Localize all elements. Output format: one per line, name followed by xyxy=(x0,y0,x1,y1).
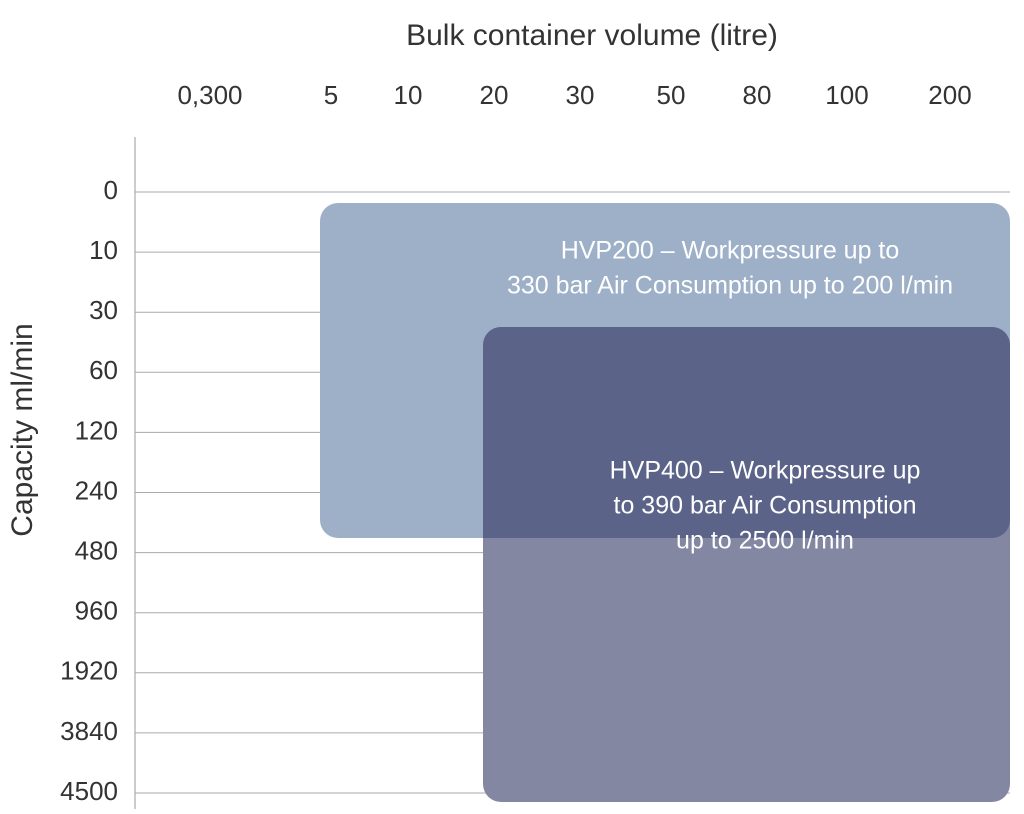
box-text: HVP400 – Workpressure up xyxy=(610,457,921,485)
x-tick-label: 80 xyxy=(743,80,772,110)
y-tick-label: 240 xyxy=(75,475,118,505)
box-text: to 390 bar Air Consumption xyxy=(614,492,917,520)
y-tick-label: 1920 xyxy=(60,656,118,686)
x-tick-label: 0,300 xyxy=(177,80,242,110)
x-tick-label: 50 xyxy=(657,80,686,110)
y-tick-label: 10 xyxy=(89,235,118,265)
overlap-region xyxy=(483,327,1010,538)
y-tick-label: 120 xyxy=(75,415,118,445)
box-text: 330 bar Air Consumption up to 200 l/min xyxy=(507,272,953,300)
y-tick-label: 30 xyxy=(89,295,118,325)
box-text: HVP200 – Workpressure up to xyxy=(561,237,900,265)
x-tick-label: 200 xyxy=(928,80,971,110)
y-tick-label: 480 xyxy=(75,535,118,565)
y-axis-title: Capacity ml/min xyxy=(6,323,39,536)
y-tick-label: 3840 xyxy=(60,716,118,746)
y-tick-label: 60 xyxy=(89,355,118,385)
x-tick-label: 10 xyxy=(394,80,423,110)
x-axis-title: Bulk container volume (litre) xyxy=(406,19,778,52)
x-tick-label: 30 xyxy=(566,80,595,110)
y-tick-label: 0 xyxy=(104,175,118,205)
box-text: up to 2500 l/min xyxy=(676,527,854,555)
y-tick-label: 960 xyxy=(75,596,118,626)
x-tick-label: 5 xyxy=(324,80,338,110)
x-tick-label: 100 xyxy=(825,80,868,110)
y-tick-label: 4500 xyxy=(60,776,118,806)
x-tick-label: 20 xyxy=(480,80,509,110)
